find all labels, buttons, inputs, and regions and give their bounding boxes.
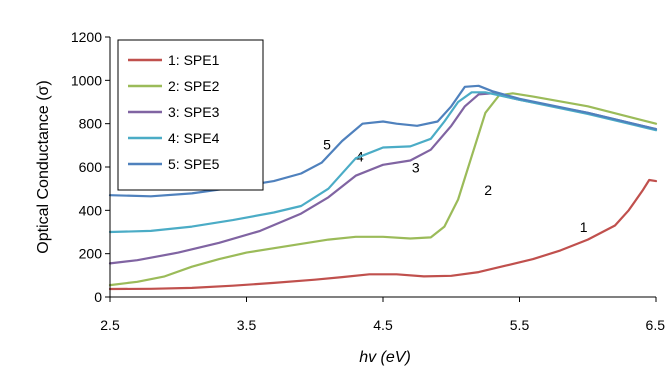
series-line-4 <box>108 91 658 234</box>
x-tick-label: 4.5 <box>373 317 393 333</box>
legend-label-1: 1: SPE1 <box>168 52 220 68</box>
y-tick-label: 400 <box>79 202 103 218</box>
y-tick-label: 600 <box>79 159 103 175</box>
series-annotation-1: 1 <box>580 219 588 235</box>
y-axis-title: Optical Conductance (σ) <box>35 80 52 254</box>
x-tick-label: 2.5 <box>100 317 120 333</box>
series-annotation-2: 2 <box>484 182 492 198</box>
x-tick-label: 5.5 <box>510 317 530 333</box>
y-tick-label: 200 <box>79 246 103 262</box>
ticks-layer: 0 200 400 600 800 1000 1200 2.5 3.5 4.5 5.5 6.5 <box>71 29 665 333</box>
legend: 1: SPE1 2: SPE2 3: SPE3 4: SPE4 5: SPE5 <box>117 39 264 191</box>
legend-label-5: 5: SPE5 <box>168 156 220 172</box>
y-tick-label: 1200 <box>71 29 102 45</box>
y-tick-label: 0 <box>94 289 102 305</box>
legend-items: 1: SPE1 2: SPE2 3: SPE3 4: SPE4 5: SPE5 <box>128 52 220 172</box>
series-annotation-5: 5 <box>323 137 331 153</box>
series-annotation-3: 3 <box>412 159 420 175</box>
legend-label-4: 4: SPE4 <box>168 130 220 146</box>
series-line-2 <box>108 92 658 287</box>
legend-label-3: 3: SPE3 <box>168 104 220 120</box>
legend-label-2: 2: SPE2 <box>168 78 220 94</box>
y-tick-label: 1000 <box>71 72 102 88</box>
x-tick-label: 6.5 <box>646 317 666 333</box>
y-tick-label: 800 <box>79 116 103 132</box>
x-axis-title: hv (eV) <box>359 349 411 366</box>
series-line-1 <box>108 178 658 291</box>
x-tick-label: 3.5 <box>237 317 257 333</box>
